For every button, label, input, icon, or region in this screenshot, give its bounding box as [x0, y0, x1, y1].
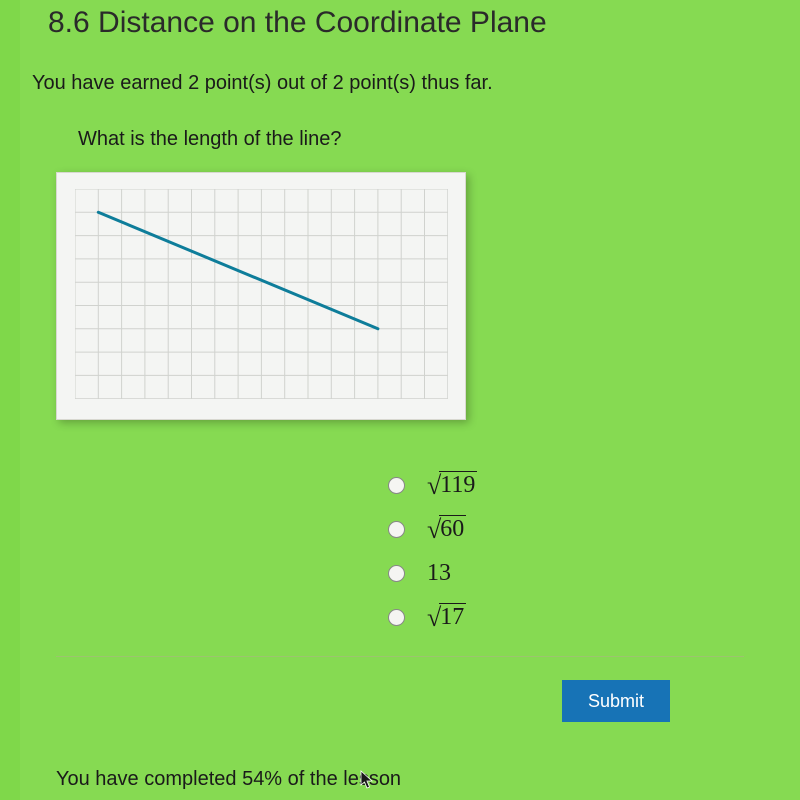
- divider: [56, 656, 744, 657]
- progress-status: You have completed 54% of the lesson: [56, 768, 401, 791]
- radio-button[interactable]: [388, 565, 405, 582]
- submit-button[interactable]: Submit: [562, 680, 670, 722]
- answer-label: √60: [427, 514, 466, 544]
- answer-options: √119 √60 13 √17: [388, 470, 477, 646]
- answer-option-0[interactable]: √119: [388, 470, 477, 500]
- coordinate-chart: [56, 172, 466, 420]
- radio-button[interactable]: [388, 521, 405, 538]
- page-title: 8.6 Distance on the Coordinate Plane: [48, 6, 547, 40]
- answer-label: √119: [427, 470, 477, 500]
- radio-button[interactable]: [388, 609, 405, 626]
- answer-label: 13: [427, 560, 451, 587]
- radio-button[interactable]: [388, 477, 405, 494]
- answer-option-2[interactable]: 13: [388, 558, 477, 588]
- grid-svg: [75, 189, 448, 399]
- answer-option-1[interactable]: √60: [388, 514, 477, 544]
- score-status: You have earned 2 point(s) out of 2 poin…: [32, 72, 493, 95]
- answer-option-3[interactable]: √17: [388, 602, 477, 632]
- question-text: What is the length of the line?: [78, 128, 342, 151]
- answer-label: √17: [427, 602, 466, 632]
